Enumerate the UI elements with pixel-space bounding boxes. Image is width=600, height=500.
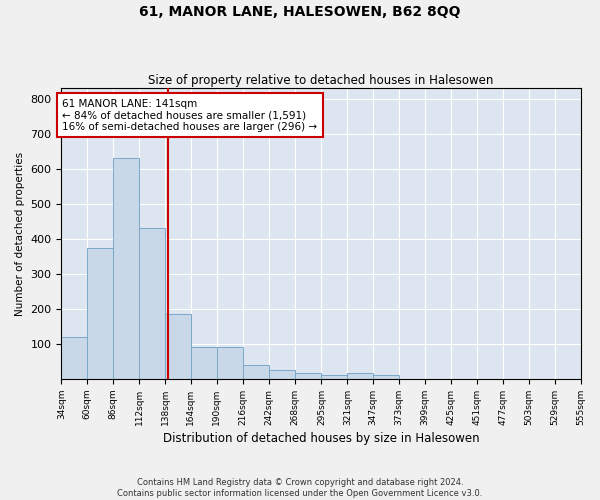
Text: Contains HM Land Registry data © Crown copyright and database right 2024.
Contai: Contains HM Land Registry data © Crown c… — [118, 478, 482, 498]
Y-axis label: Number of detached properties: Number of detached properties — [15, 152, 25, 316]
X-axis label: Distribution of detached houses by size in Halesowen: Distribution of detached houses by size … — [163, 432, 479, 445]
Bar — [139, 228, 165, 379]
Text: 61, MANOR LANE, HALESOWEN, B62 8QQ: 61, MANOR LANE, HALESOWEN, B62 8QQ — [139, 5, 461, 19]
Bar — [322, 375, 347, 379]
Bar — [191, 348, 217, 379]
Bar — [243, 365, 269, 379]
Bar — [165, 314, 191, 379]
Bar — [217, 348, 243, 379]
Text: 61 MANOR LANE: 141sqm
← 84% of detached houses are smaller (1,591)
16% of semi-d: 61 MANOR LANE: 141sqm ← 84% of detached … — [62, 98, 317, 132]
Bar — [373, 375, 399, 379]
Bar — [88, 248, 113, 379]
Bar — [347, 372, 373, 379]
Bar — [61, 337, 88, 379]
Bar — [269, 370, 295, 379]
Title: Size of property relative to detached houses in Halesowen: Size of property relative to detached ho… — [148, 74, 494, 87]
Bar — [113, 158, 139, 379]
Bar — [295, 372, 322, 379]
